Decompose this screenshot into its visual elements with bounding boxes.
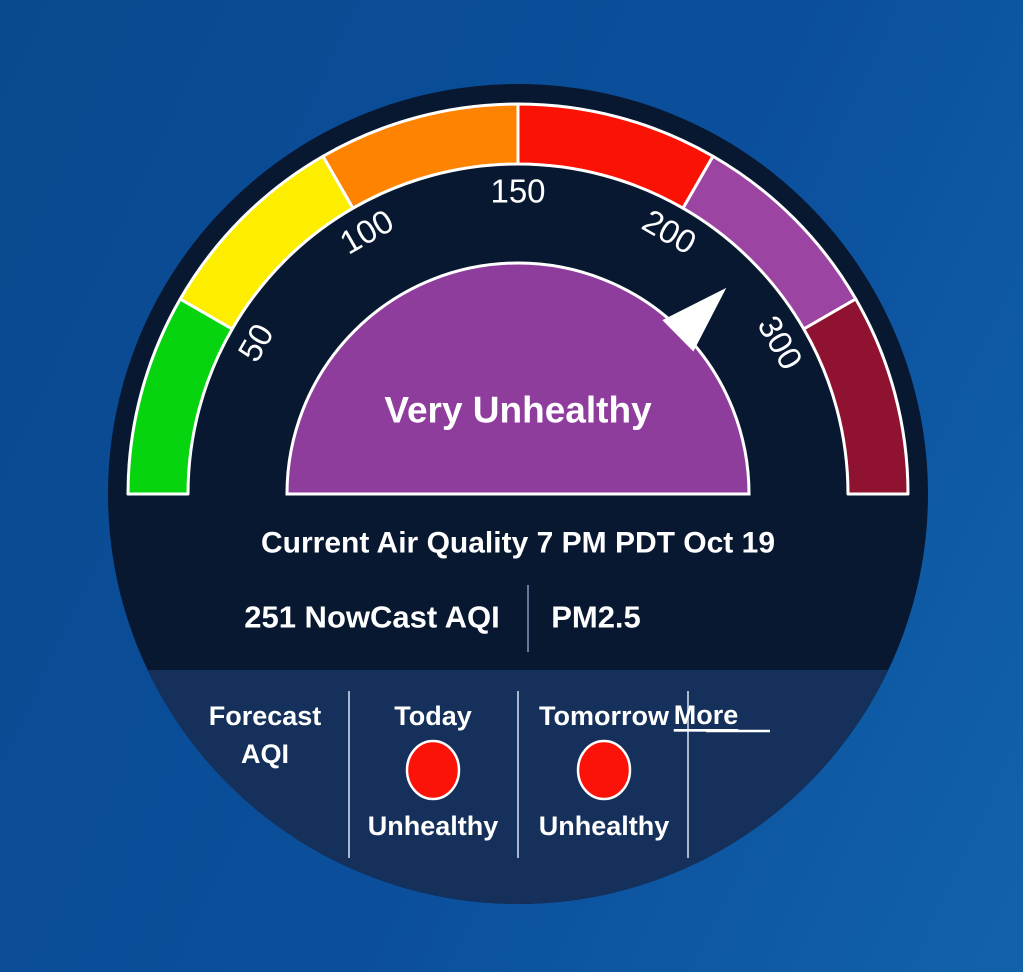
category-label: Very Unhealthy [384, 390, 652, 431]
forecast-heading-line1: Forecast [209, 701, 322, 731]
category-semicircle [285, 261, 751, 496]
more-link[interactable]: More [674, 700, 739, 730]
gauge-arc-segments [126, 102, 910, 496]
gauge-tick-150: 150 [490, 173, 545, 210]
gauge-needle [662, 287, 727, 352]
forecast-today-label: Today [394, 701, 472, 731]
pollutant-label: PM2.5 [551, 600, 641, 635]
forecast-heading-line2: AQI [241, 739, 289, 769]
forecast-tomorrow-aqi-dot [576, 739, 632, 801]
forecast-tomorrow-category: Unhealthy [539, 811, 670, 841]
current-air-quality-title: Current Air Quality 7 PM PDT Oct 19 [261, 527, 775, 560]
forecast-tomorrow-label: Tomorrow [539, 701, 670, 731]
forecast-today-aqi-dot [405, 739, 461, 801]
forecast-today-category: Unhealthy [368, 811, 499, 841]
nowcast-aqi-value: 251 NowCast AQI [244, 600, 500, 635]
gauge-segment-hazardous [802, 297, 910, 496]
